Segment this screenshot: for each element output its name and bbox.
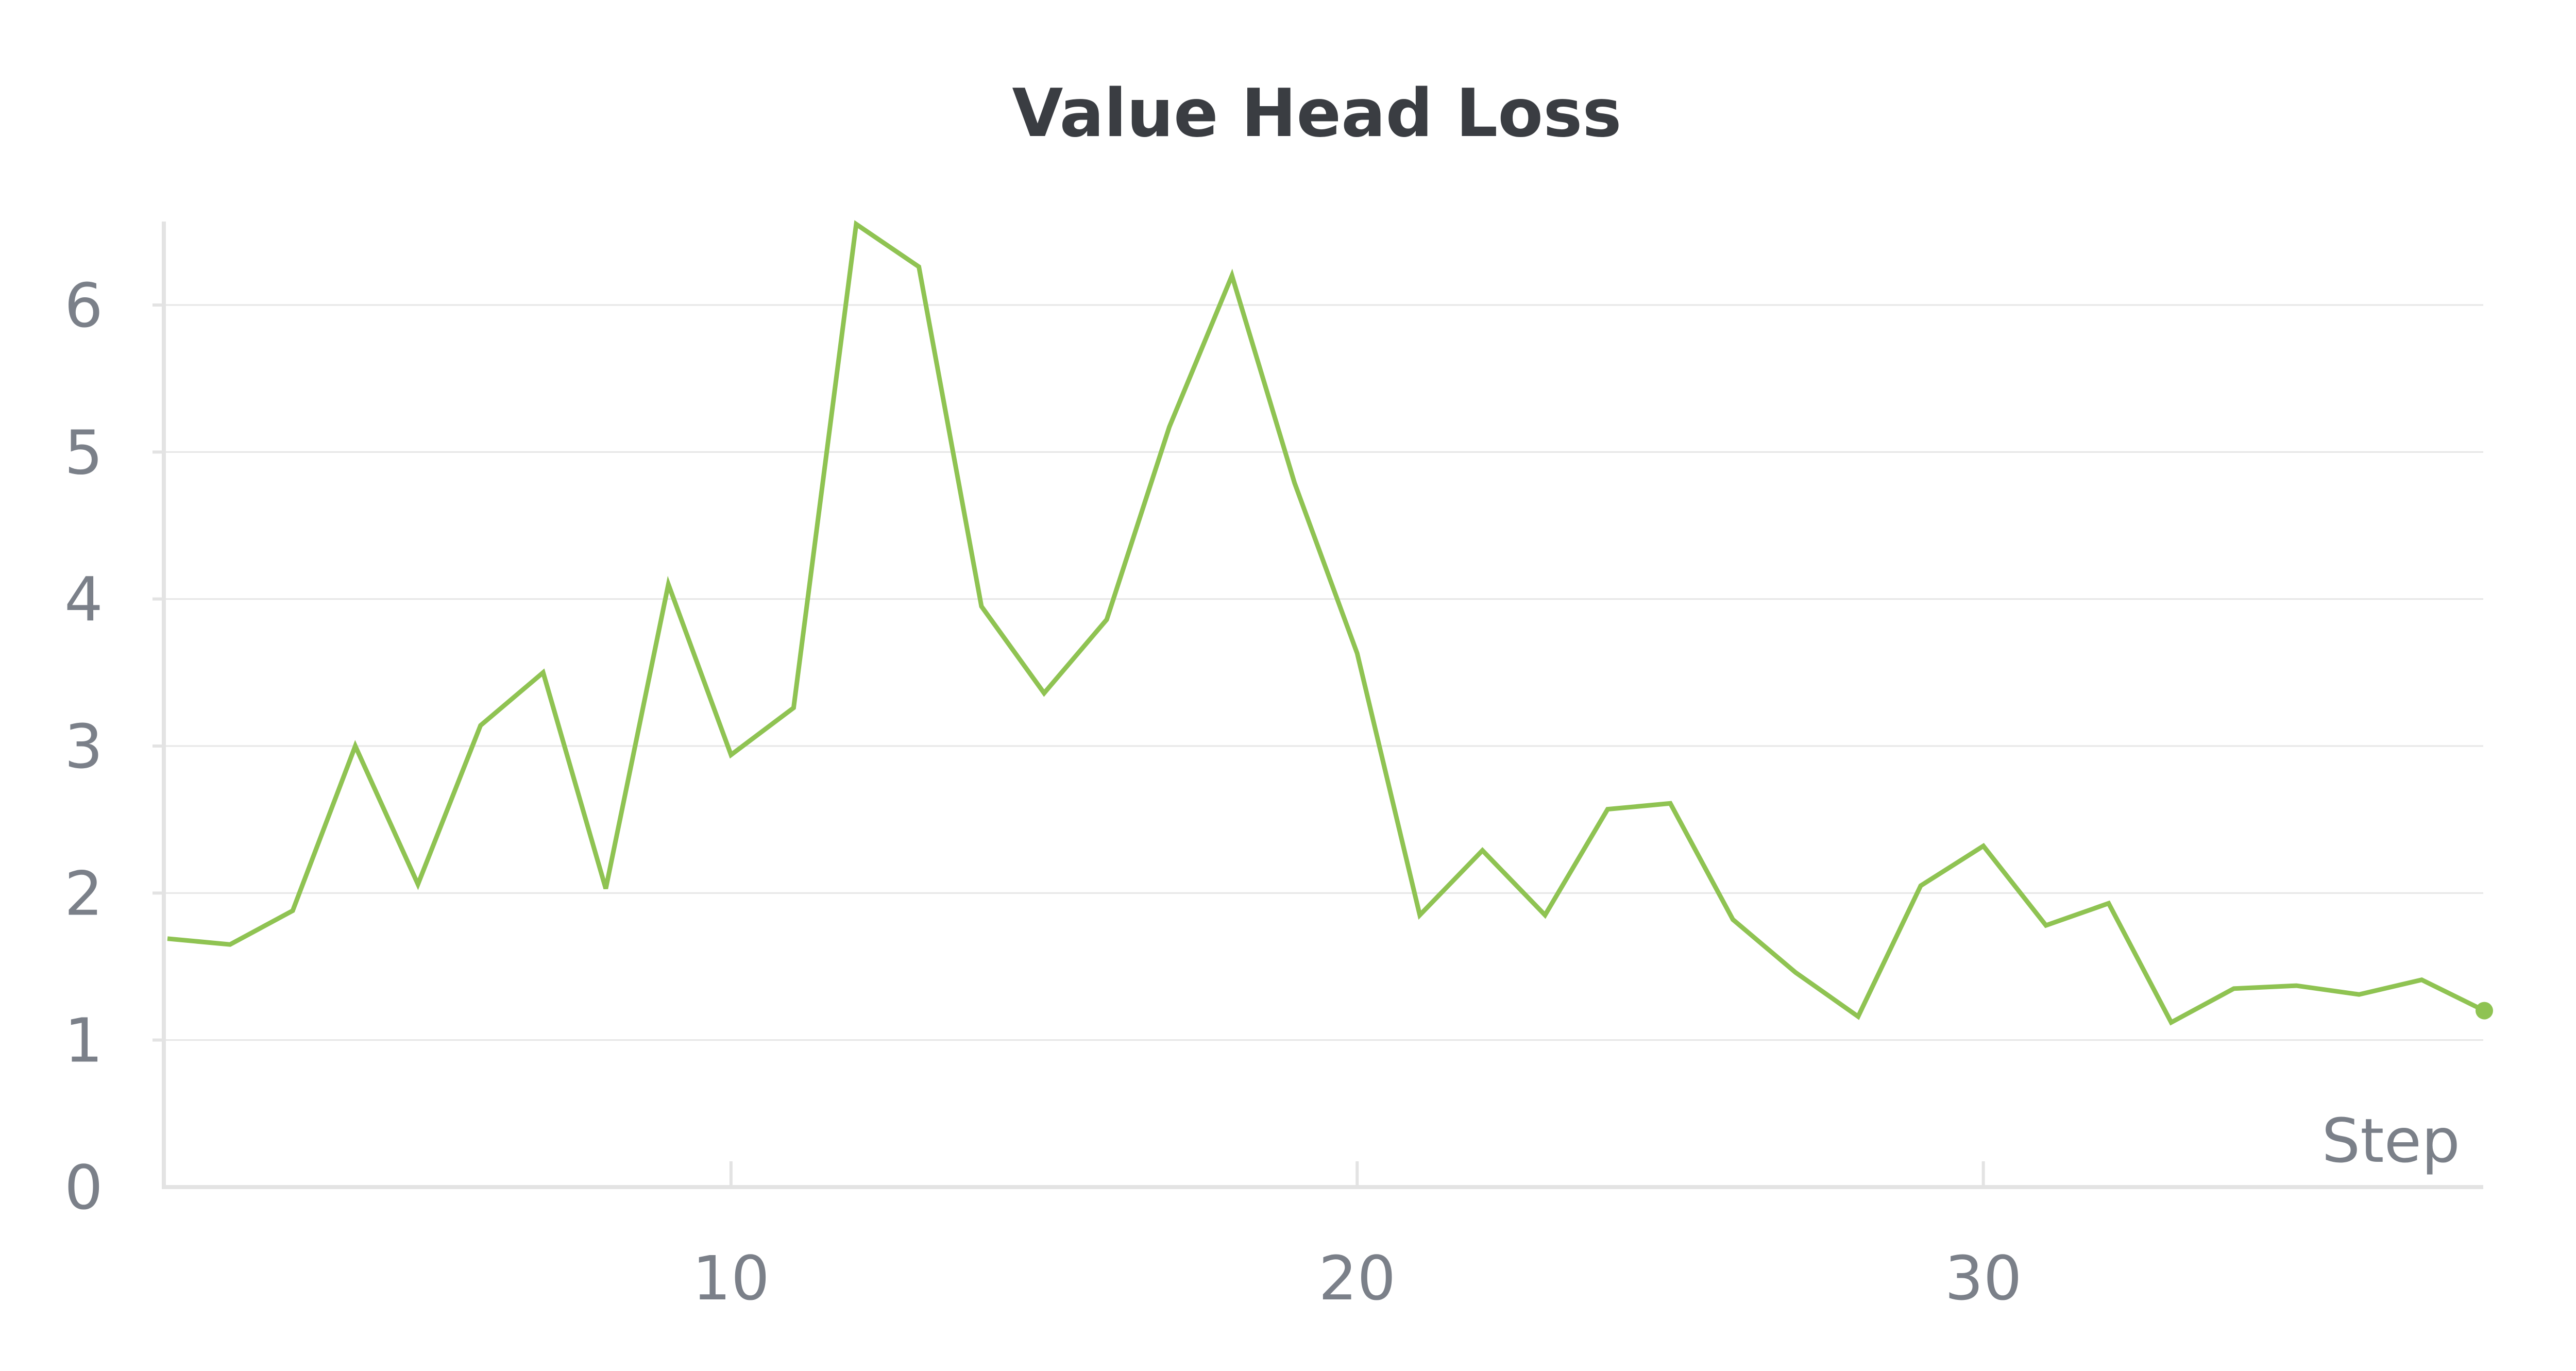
y-tick-label-1: 1	[64, 1005, 103, 1076]
y-tick-label-4: 4	[64, 564, 103, 635]
x-tick-label-20: 20	[1318, 1243, 1396, 1314]
series-line-0	[167, 224, 2484, 1022]
y-tick-label-6: 6	[64, 270, 103, 341]
chart-title: Value Head Loss	[1012, 75, 1621, 152]
label-layer: 0 1 2 3 4 5 6 10 20 30	[64, 270, 2022, 1314]
x-tick-label-30: 30	[1945, 1243, 2022, 1314]
series-layer	[167, 224, 2493, 1023]
y-tick-label-2: 2	[64, 858, 103, 929]
y-tick-label-3: 3	[64, 711, 103, 782]
last-data-point	[2476, 1002, 2493, 1020]
y-tick-label-0: 0	[64, 1152, 103, 1223]
x-axis-label: Step	[2321, 1105, 2460, 1176]
grid-layer	[164, 305, 2483, 1040]
y-tick-label-5: 5	[64, 417, 103, 488]
x-tick-label-10: 10	[692, 1243, 770, 1314]
